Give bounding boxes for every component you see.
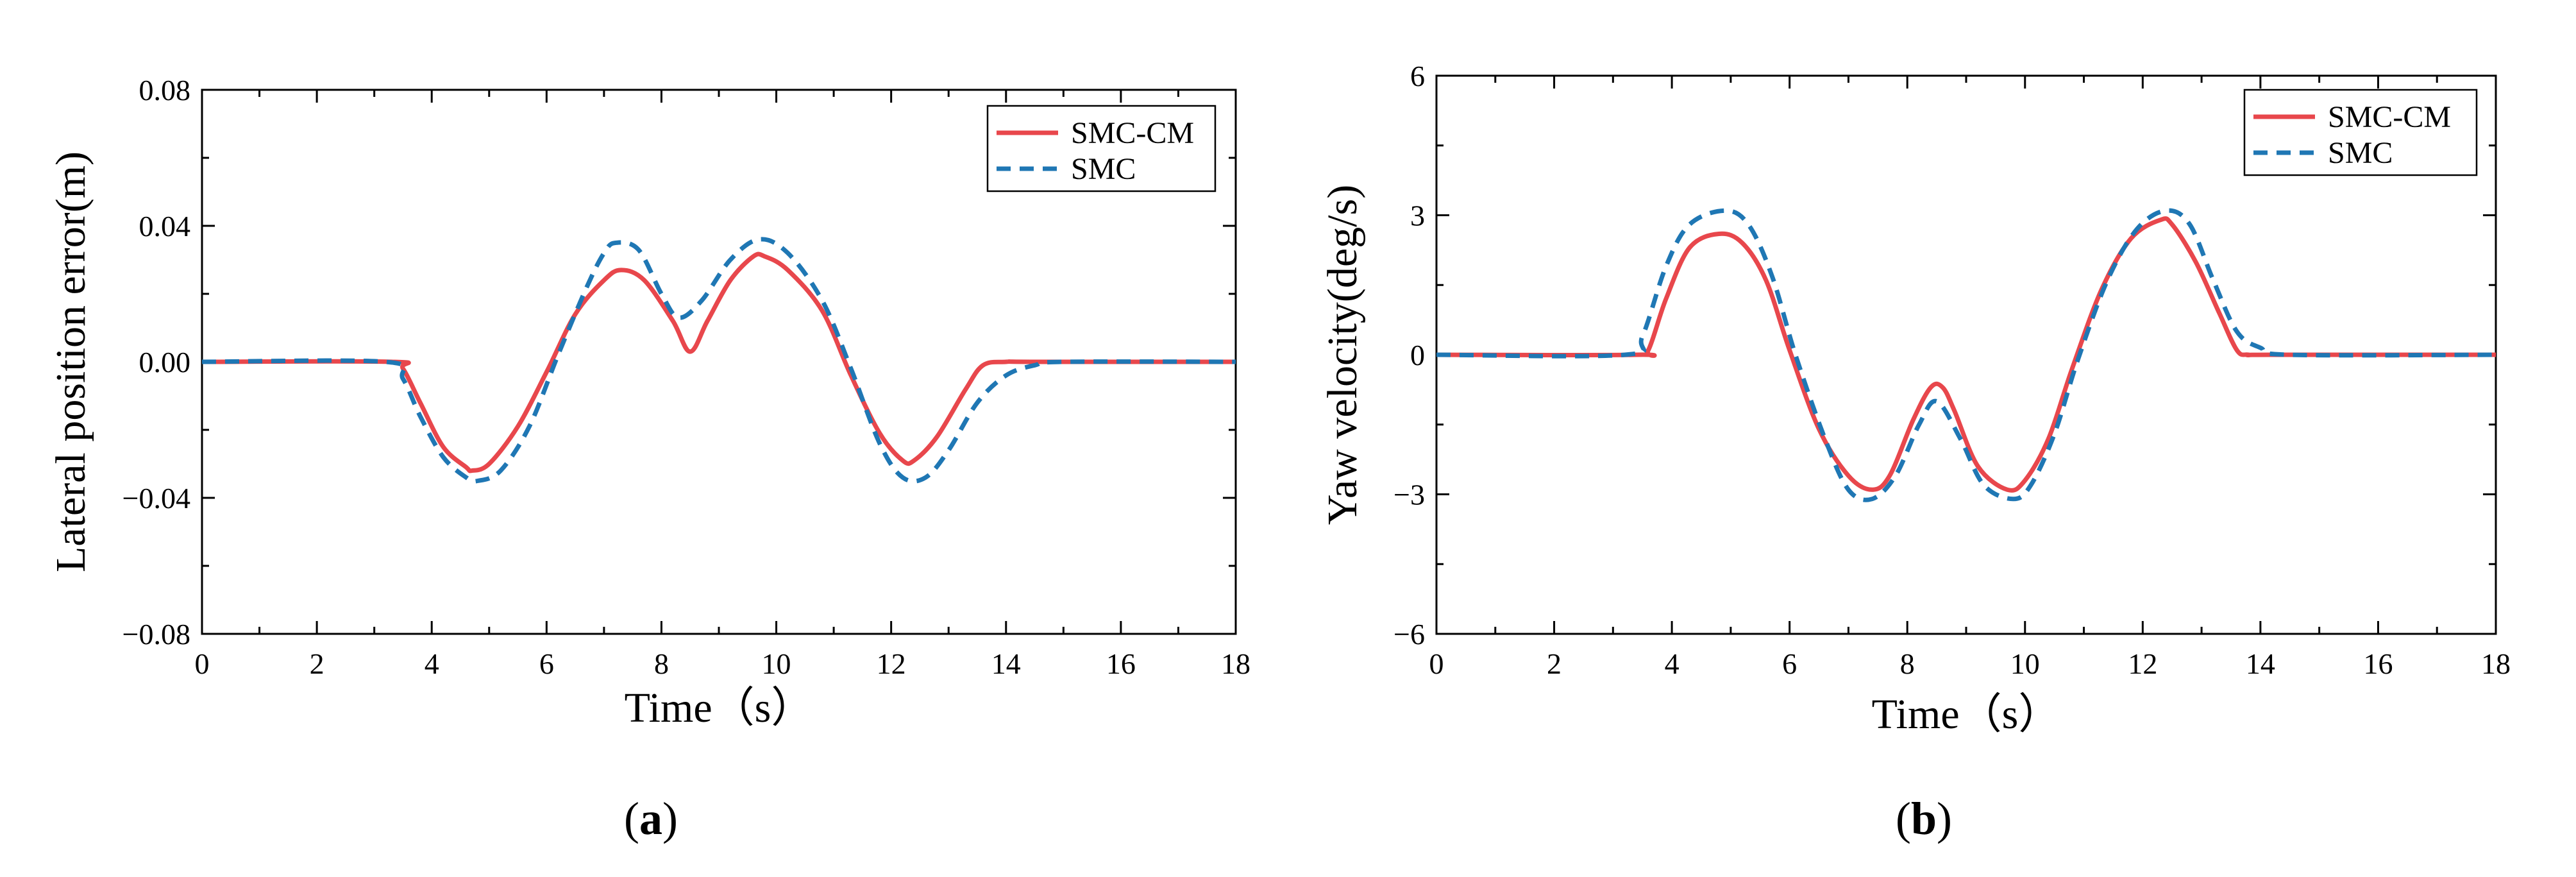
- panel-label: (a): [624, 793, 678, 844]
- x-tick-label: 2: [1547, 647, 1562, 680]
- legend-label-smc: SMC: [2328, 136, 2393, 170]
- x-axis-title: Time（s）: [1872, 691, 2061, 738]
- legend-label-smc: SMC: [1071, 152, 1136, 186]
- chart-panel-b: 0 2 4 6 8 10 12 14 16 18 −6 −3 0 3 6 Time（s） Yaw velocit…: [1319, 60, 2511, 844]
- x-tick-label: 18: [2481, 647, 2511, 680]
- series-line-smc-cm: [1436, 216, 2496, 493]
- legend-label-smc-cm: SMC-CM: [1071, 116, 1194, 150]
- chart-panel-a: 0 2 4 6 8 10 12 14 16 18 −0.08 −0.04 0.00 0.04 0.08 Tim…: [47, 74, 1250, 844]
- x-tick-label: 16: [2363, 647, 2393, 680]
- x-tick-label: 12: [877, 647, 906, 680]
- panel-label-close: ): [662, 793, 678, 844]
- y-tick-label: −3: [1393, 479, 1425, 511]
- legend-label-smc-cm: SMC-CM: [2328, 100, 2451, 134]
- y-axis-title: Lateral position error(m): [47, 151, 94, 572]
- x-tick-label: 0: [1429, 647, 1444, 680]
- panel-label-letter: b: [1911, 793, 1937, 844]
- x-tick-label: 10: [2010, 647, 2040, 680]
- y-tick-label: −0.08: [122, 618, 190, 651]
- y-tick-label: −6: [1393, 618, 1425, 651]
- panel-label-letter: a: [639, 793, 662, 844]
- x-tick-label: 4: [1665, 647, 1679, 680]
- y-tick-label: −0.04: [122, 482, 190, 515]
- panel-label: (b): [1896, 793, 1952, 844]
- series-line-smc-cm: [202, 251, 1236, 473]
- x-axis-title: Time（s）: [625, 685, 814, 731]
- x-tick-label: 18: [1221, 647, 1250, 680]
- y-tick-label: 6: [1410, 60, 1425, 92]
- panel-label-open: (: [624, 793, 639, 844]
- legend-box: [986, 105, 1216, 192]
- series-line-smc: [1436, 208, 2496, 502]
- x-tick-label: 0: [195, 647, 210, 680]
- x-tick-label: 8: [1900, 647, 1915, 680]
- x-tick-label: 2: [310, 647, 324, 680]
- x-tick-label: 6: [1782, 647, 1797, 680]
- legend-box: [2243, 89, 2478, 176]
- x-tick-label: 16: [1106, 647, 1136, 680]
- y-tick-label: 0.04: [139, 210, 191, 243]
- y-axis-title: Yaw velocity(deg/s): [1319, 185, 1366, 525]
- panel-label-open: (: [1896, 793, 1911, 844]
- x-tick-label: 12: [2128, 647, 2157, 680]
- y-tick-label: 0.08: [139, 74, 191, 106]
- y-tick-label: 3: [1410, 200, 1425, 232]
- panel-label-close: ): [1937, 793, 1952, 844]
- y-tick-label: 0: [1410, 339, 1425, 371]
- x-tick-label: 14: [991, 647, 1021, 680]
- y-tick-label: 0.00: [139, 346, 191, 379]
- x-tick-label: 14: [2246, 647, 2275, 680]
- x-tick-label: 6: [539, 647, 554, 680]
- x-tick-label: 4: [425, 647, 439, 680]
- x-tick-label: 10: [762, 647, 791, 680]
- x-tick-label: 8: [654, 647, 669, 680]
